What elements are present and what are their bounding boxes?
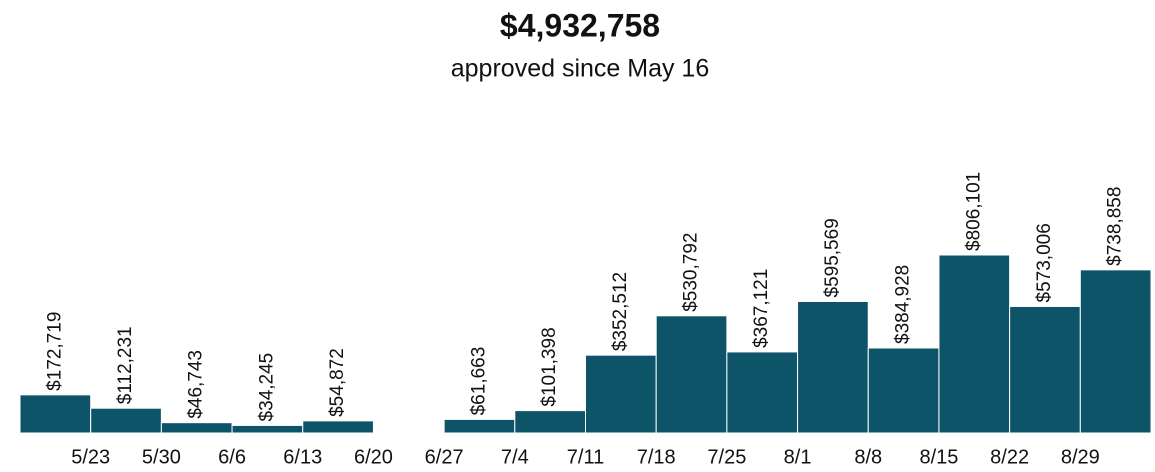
x-tick-label: 5/23	[71, 446, 110, 468]
x-tick-label: 6/20	[354, 446, 393, 468]
bar	[1009, 305, 1081, 434]
x-tick-label: 8/29	[1061, 446, 1100, 468]
value-label: $595,569	[822, 218, 843, 297]
bar	[231, 424, 304, 434]
bar	[90, 407, 162, 434]
bar	[867, 347, 940, 434]
x-tick-label: 7/18	[637, 446, 676, 468]
value-label: $367,121	[751, 269, 772, 348]
x-tick-label: 8/1	[784, 446, 812, 468]
x-tick-label: 6/6	[218, 446, 246, 468]
bar	[443, 418, 516, 434]
bar	[19, 394, 92, 434]
value-label: $34,245	[256, 353, 277, 422]
x-tick-label: 6/27	[425, 446, 464, 468]
value-label: $806,101	[963, 172, 984, 251]
value-label: $384,928	[893, 265, 914, 344]
bar	[160, 422, 233, 434]
bar	[655, 315, 728, 434]
bar	[514, 410, 586, 434]
x-tick-label: 7/4	[501, 446, 529, 468]
bar	[1079, 269, 1152, 434]
value-label: $61,663	[468, 347, 489, 416]
bar	[797, 300, 869, 434]
value-label: $352,512	[610, 272, 631, 351]
value-label: $54,872	[327, 348, 348, 417]
x-tick-label: 5/30	[142, 446, 181, 468]
bar	[585, 354, 657, 434]
chart-title: $4,932,758	[500, 7, 660, 43]
x-tick-label: 7/11	[567, 446, 604, 468]
value-label: $101,398	[539, 327, 560, 406]
bar	[302, 420, 374, 434]
value-label: $112,231	[115, 326, 136, 404]
x-tick-label: 8/8	[854, 446, 882, 468]
value-label: $573,006	[1034, 223, 1055, 302]
bar	[726, 351, 799, 434]
value-label: $46,743	[186, 350, 207, 419]
x-tick-label: 8/15	[919, 446, 958, 468]
value-label: $530,792	[681, 233, 702, 312]
x-tick-label: 8/22	[990, 446, 1029, 468]
x-tick-label: 6/13	[283, 446, 322, 468]
value-label: $738,858	[1105, 187, 1126, 266]
x-tick-label: 7/25	[707, 446, 746, 468]
bar	[938, 254, 1011, 434]
value-label: $172,719	[44, 312, 65, 391]
chart-subtitle: approved since May 16	[451, 55, 709, 83]
